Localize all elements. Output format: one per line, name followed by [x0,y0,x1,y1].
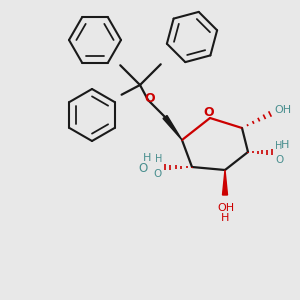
Text: H: H [275,141,282,151]
Text: H: H [154,154,162,164]
Text: H: H [221,213,229,223]
Polygon shape [223,170,227,195]
Text: O: O [154,169,162,179]
Text: O: O [204,106,214,119]
Text: O: O [145,92,155,104]
Polygon shape [163,116,182,140]
Text: OH: OH [274,105,291,115]
Text: O: O [275,155,283,165]
Text: H: H [281,140,289,150]
Text: O: O [138,163,148,176]
Text: OH: OH [218,203,235,213]
Text: H: H [143,153,151,163]
